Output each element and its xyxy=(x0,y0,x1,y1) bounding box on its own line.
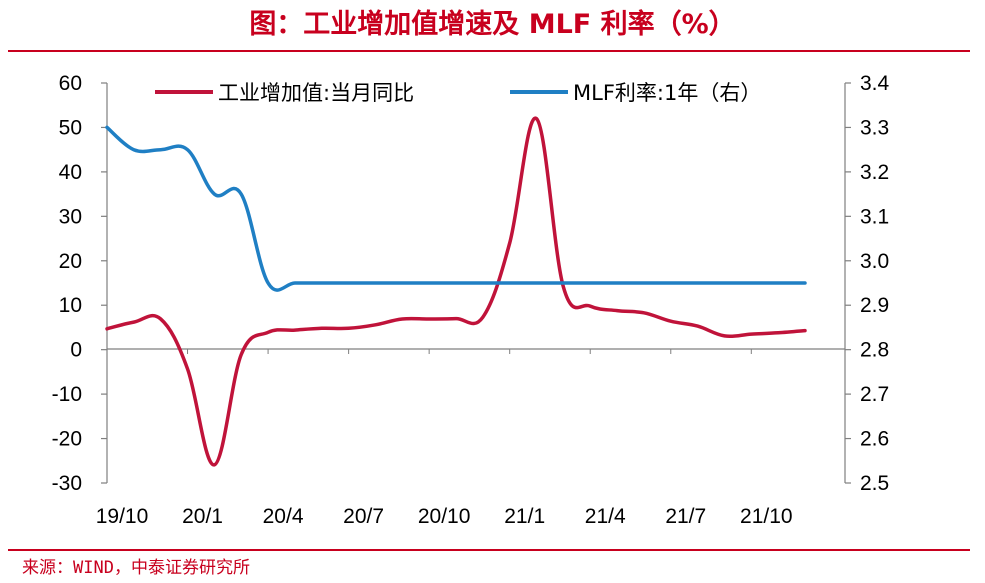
right-y-tick-label: 2.7 xyxy=(860,383,889,406)
source-rule xyxy=(8,549,970,551)
series-lines xyxy=(105,116,807,467)
x-tick-label: 21/7 xyxy=(665,505,706,528)
right-y-tick-label: 2.5 xyxy=(860,472,889,495)
x-tick-label: 20/10 xyxy=(418,505,471,528)
x-tick-label: 20/7 xyxy=(343,505,384,528)
right-y-tick-label: 2.6 xyxy=(860,428,889,451)
left-y-tick-label: 10 xyxy=(59,294,82,317)
left-y-tick-label: -30 xyxy=(52,472,82,495)
right-y-tick-label: 3.2 xyxy=(860,161,889,184)
right-y-tick-label: 3.4 xyxy=(860,72,890,95)
right-y-tick-label: 2.9 xyxy=(860,294,889,317)
legend-label-mlf: MLF利率:1年（右） xyxy=(573,81,761,105)
x-tick-label: 21/1 xyxy=(504,505,545,528)
left-y-tick-label: 50 xyxy=(59,116,82,139)
right-y-tick-label: 2.8 xyxy=(860,339,889,362)
left-y-tick-label: 40 xyxy=(59,161,82,184)
x-tick-label: 19/10 xyxy=(96,505,149,528)
source-note: 来源：WIND，中泰证券研究所 xyxy=(22,558,250,578)
right-y-tick-label: 3.1 xyxy=(860,205,889,228)
x-tick-label: 20/4 xyxy=(263,505,304,528)
chart-title: 图：工业增加值增速及 MLF 利率（%） xyxy=(249,9,736,40)
series-line-industrial-value-added xyxy=(105,116,807,467)
left-y-tick-label: -10 xyxy=(52,383,82,406)
legend-label-industrial: 工业增加值:当月同比 xyxy=(218,81,414,105)
x-tick-label: 20/1 xyxy=(182,505,223,528)
left-y-tick-label: 30 xyxy=(59,205,82,228)
axes: 60 50 40 30 20 10 0 -10 -20 -30 3.4 3.3 3.2 3.1 3.0 2.9… xyxy=(52,72,890,528)
left-y-tick-label: -20 xyxy=(52,428,82,451)
left-y-tick-label: 0 xyxy=(70,339,82,362)
x-tick-label: 21/4 xyxy=(585,505,626,528)
series-line-mlf-rate xyxy=(105,125,807,292)
right-y-tick-label: 3.0 xyxy=(860,250,889,273)
title-rule xyxy=(8,50,970,52)
left-y-tick-label: 20 xyxy=(59,250,82,273)
x-tick-label: 21/10 xyxy=(740,505,793,528)
legend: 工业增加值:当月同比 MLF利率:1年（右） xyxy=(155,81,761,105)
left-y-tick-label: 60 xyxy=(59,72,82,95)
right-y-tick-label: 3.3 xyxy=(860,116,889,139)
